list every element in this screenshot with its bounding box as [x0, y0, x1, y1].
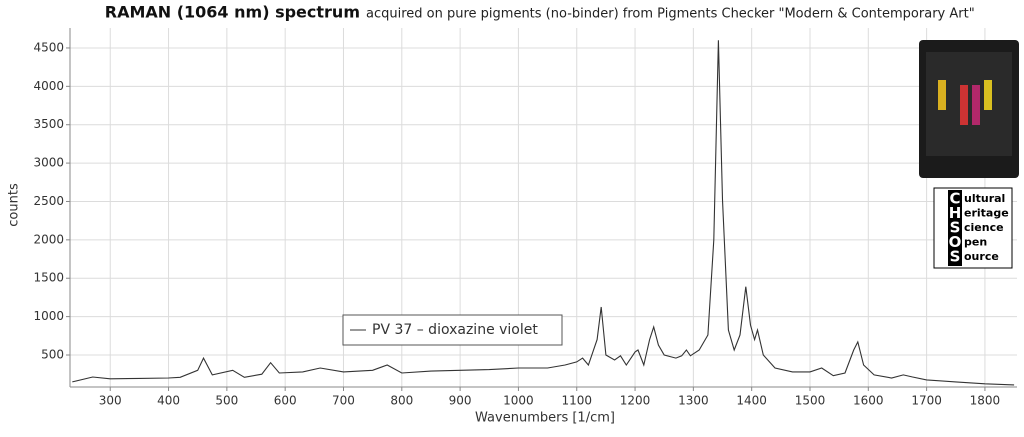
y-tick-label: 3500 — [33, 117, 64, 131]
y-tick-label: 4000 — [33, 79, 64, 93]
legend-label: PV 37 – dioxazine violet — [372, 322, 538, 338]
x-tick-label: 300 — [99, 394, 122, 408]
logo-letter: S — [950, 219, 961, 237]
y-tick-label: 2000 — [33, 232, 64, 246]
y-tick-label: 1000 — [33, 309, 64, 323]
x-tick-label: 1000 — [503, 394, 534, 408]
x-axis-label: Wavenumbers [1/cm] — [475, 411, 615, 426]
spectrum-line — [72, 40, 1015, 386]
logo-letter: S — [950, 248, 961, 266]
x-tick-label: 1700 — [911, 394, 942, 408]
legend: PV 37 – dioxazine violet — [342, 314, 563, 346]
x-tick-label: 900 — [449, 394, 472, 408]
x-tick-label: 1800 — [970, 394, 1001, 408]
chsos-box — [933, 187, 1013, 269]
card-swatch — [984, 80, 992, 110]
y-tick-label: 1500 — [33, 271, 64, 285]
y-tick-label: 4500 — [33, 40, 64, 54]
x-tick-label: 1300 — [678, 394, 709, 408]
chsos-bar — [948, 190, 962, 266]
x-tick-label: 1100 — [561, 394, 592, 408]
logo-word: cience — [964, 221, 1004, 234]
chart-subtitle: acquired on pure pigments (no-binder) fr… — [366, 7, 975, 22]
y-tick-label: 3000 — [33, 156, 64, 170]
logo-word: pen — [964, 236, 987, 249]
x-tick-label: 600 — [274, 394, 297, 408]
x-tick-label: 1400 — [736, 394, 767, 408]
logo-word: ultural — [964, 192, 1005, 205]
y-tick-label: 500 — [41, 347, 64, 361]
x-tick-label: 800 — [390, 394, 413, 408]
logo-letter: H — [949, 204, 962, 222]
x-tick-label: 1600 — [853, 394, 884, 408]
x-tick-label: 1200 — [620, 394, 651, 408]
legend-box — [342, 314, 563, 346]
x-tick-label: 1500 — [795, 394, 826, 408]
logo-word: eritage — [964, 207, 1009, 220]
card-swatch — [938, 80, 946, 110]
logo-word: ource — [964, 250, 999, 263]
x-tick-label: 700 — [332, 394, 355, 408]
card-swatch — [972, 85, 980, 125]
y-axis-label: counts — [7, 183, 22, 227]
x-tick-label: 400 — [157, 394, 180, 408]
y-tick-label: 2500 — [33, 194, 64, 208]
card-swatch — [960, 85, 968, 125]
logo-letter: C — [949, 190, 960, 208]
chart-title: RAMAN (1064 nm) spectrum — [105, 3, 360, 22]
axes: 500 1000 1500 2000 2500 3000 3500 4000 4500 300 40… — [33, 28, 1017, 408]
x-tick-label: 500 — [215, 394, 238, 408]
logo-letter: O — [949, 233, 962, 251]
